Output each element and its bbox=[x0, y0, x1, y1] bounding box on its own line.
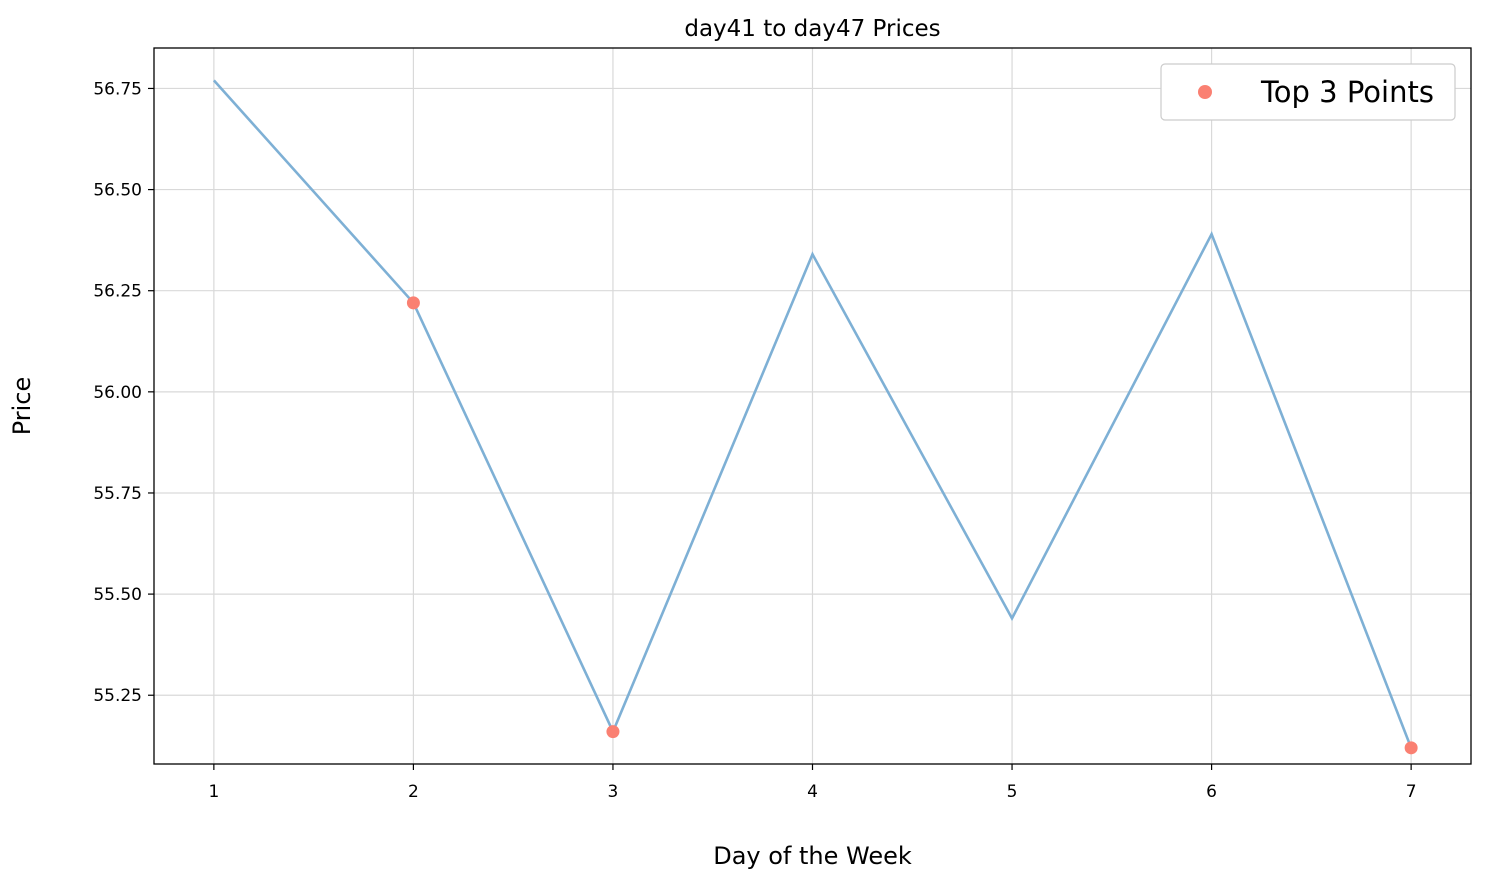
x-axis-ticks: 1 2 3 4 5 6 7 bbox=[208, 764, 1417, 802]
legend-box bbox=[1160, 63, 1456, 121]
x-tick-label: 2 bbox=[408, 782, 419, 802]
x-tick-label: 3 bbox=[608, 782, 619, 802]
top-point-marker bbox=[406, 296, 420, 310]
chart-title: day41 to day47 Prices bbox=[684, 16, 940, 42]
y-axis-title: Price bbox=[8, 377, 36, 436]
top-point-marker bbox=[1404, 741, 1418, 755]
y-tick-label: 55.75 bbox=[93, 484, 142, 504]
x-axis-title: Day of the Week bbox=[713, 842, 912, 870]
x-tick-label: 1 bbox=[208, 782, 219, 802]
x-tick-label: 6 bbox=[1206, 782, 1217, 802]
top-point-marker bbox=[606, 725, 620, 739]
y-tick-label: 55.50 bbox=[93, 585, 142, 605]
x-tick-label: 4 bbox=[807, 782, 818, 802]
legend-marker-top-3-points bbox=[1198, 85, 1212, 99]
x-tick-label: 7 bbox=[1406, 782, 1417, 802]
y-tick-label: 56.25 bbox=[93, 282, 142, 302]
x-tick-label: 5 bbox=[1007, 782, 1018, 802]
y-tick-label: 56.00 bbox=[93, 383, 142, 403]
legend: Top 3 Points bbox=[1160, 63, 1456, 121]
y-tick-label: 56.50 bbox=[93, 181, 142, 201]
grid-lines bbox=[154, 48, 1471, 764]
series-layer bbox=[212, 79, 1418, 755]
y-tick-label: 55.25 bbox=[93, 686, 142, 706]
legend-label-top-3-points: Top 3 Points bbox=[1260, 75, 1434, 109]
y-axis-ticks: 55.25 55.50 55.75 56.00 56.25 56.50 56.75 bbox=[93, 79, 154, 706]
y-tick-label: 56.75 bbox=[93, 79, 142, 99]
